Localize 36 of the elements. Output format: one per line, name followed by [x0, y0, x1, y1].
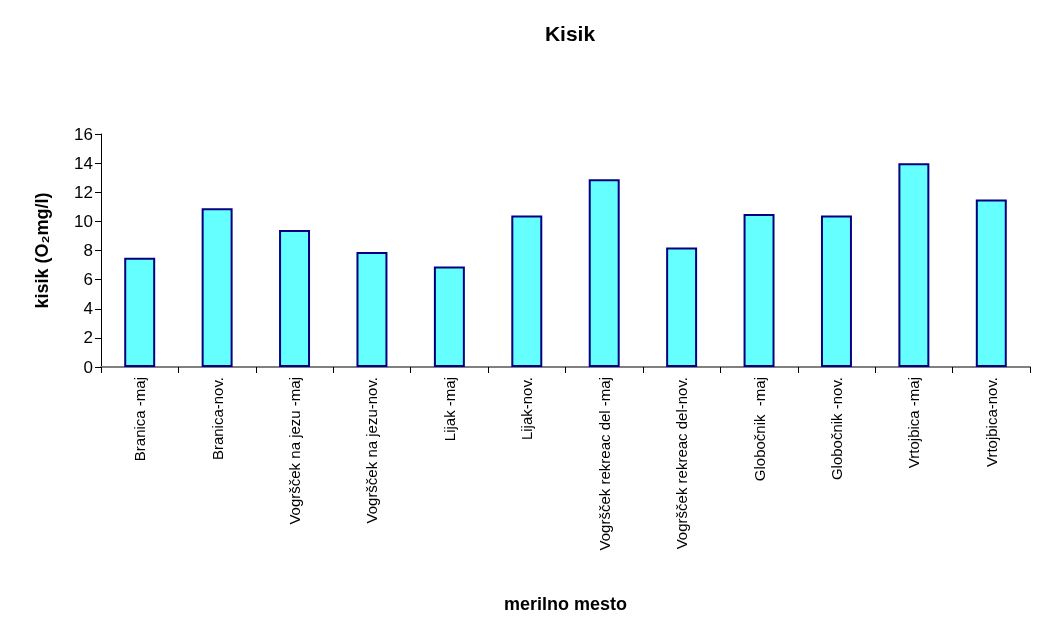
y-tick-label: 8 — [83, 241, 93, 260]
x-tick-label: Globočnik -nov. — [827, 377, 845, 481]
bar — [279, 230, 311, 367]
x-tick-label: Vogršček na jezu-nov. — [363, 377, 381, 524]
x-tick-label: Vogršček rekreac del -maj — [595, 377, 613, 551]
y-tick-label: 4 — [83, 299, 93, 319]
y-tick-label: 2 — [83, 328, 93, 348]
bar — [898, 163, 930, 367]
bar — [124, 257, 156, 367]
x-tick-label: Lijak -maj — [440, 377, 458, 442]
y-tick-label: 14 — [74, 153, 93, 173]
y-tick-label: 12 — [74, 182, 93, 202]
y-tick-label: 10 — [74, 211, 93, 231]
y-tick-label: 6 — [83, 270, 93, 290]
y-tick-label: 0 — [83, 357, 93, 377]
bar — [511, 215, 543, 367]
bar — [356, 251, 388, 367]
x-tick-label: Globočnik -maj — [750, 377, 768, 482]
bar — [433, 266, 465, 367]
x-tick-label: Vrtojbica -maj — [905, 377, 923, 469]
bar — [975, 199, 1007, 367]
y-axis-title: kisik (O₂mg/l) — [32, 192, 52, 309]
bar — [201, 208, 233, 367]
x-axis-title: merilno mesto — [503, 594, 628, 614]
bar — [820, 215, 852, 367]
bar — [666, 247, 698, 367]
x-tick-label: Branica-nov. — [208, 377, 226, 461]
bar — [743, 214, 775, 367]
y-tick-label: 16 — [74, 124, 93, 144]
bar — [588, 179, 620, 367]
x-tick-label: Branica -maj — [131, 377, 149, 462]
x-tick-label: Vrtojbica-nov. — [982, 377, 1000, 468]
x-tick-label: Vogršček na jezu -maj — [286, 377, 304, 525]
x-tick-label: Lijak-nov. — [518, 377, 536, 441]
x-tick-label: Vogršček rekreac del-nov. — [673, 377, 691, 550]
chart-title: Kisik — [544, 22, 596, 45]
